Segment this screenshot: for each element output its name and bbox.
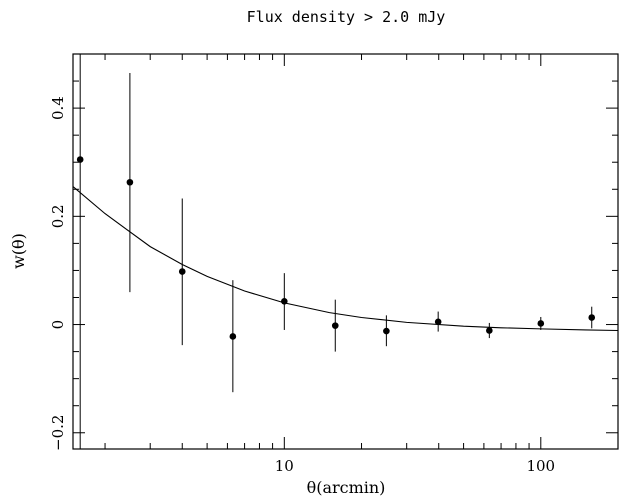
y-tick-label: −0.2 — [49, 415, 67, 451]
chart-title: Flux density > 2.0 mJy — [247, 8, 446, 26]
data-point — [77, 156, 84, 163]
data-point — [435, 319, 442, 326]
axis-tick-labels: 10 100 −0.2 0 0.2 0.4 — [49, 96, 555, 475]
y-axis-label: w(θ) — [9, 233, 28, 269]
x-tick-label: 10 — [275, 457, 294, 475]
error-bars — [80, 54, 592, 449]
data-point — [588, 314, 595, 321]
data-point — [537, 320, 544, 327]
data-point — [230, 333, 237, 340]
data-point — [383, 328, 390, 335]
data-points — [77, 156, 595, 340]
plot-frame — [73, 54, 618, 449]
x-tick-label: 100 — [526, 457, 555, 475]
axis-ticks — [73, 54, 618, 449]
data-point — [179, 268, 186, 275]
y-tick-label: 0 — [49, 320, 67, 330]
data-point — [127, 179, 134, 186]
y-tick-label: 0.4 — [49, 96, 67, 120]
data-point — [281, 298, 288, 305]
x-axis-label: θ(arcmin) — [307, 478, 386, 497]
fit-curve — [73, 187, 618, 331]
data-point — [332, 322, 339, 329]
data-point — [486, 327, 493, 334]
y-tick-label: 0.2 — [49, 204, 67, 228]
